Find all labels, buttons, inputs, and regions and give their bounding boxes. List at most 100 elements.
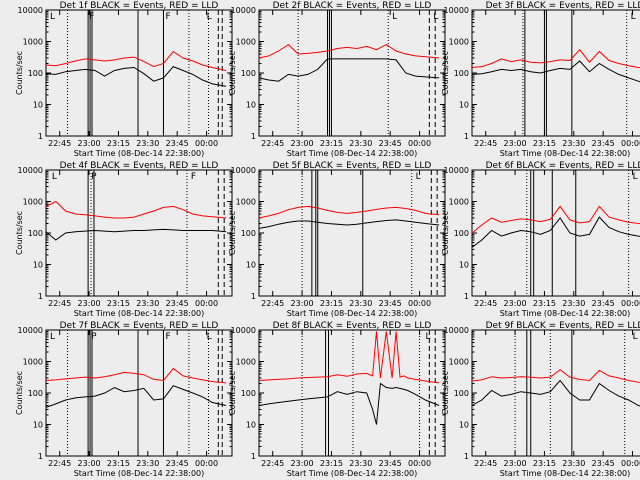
- plot-frame: [471, 169, 640, 297]
- series-lld-line: [471, 205, 640, 234]
- series-lld-line: [471, 48, 640, 69]
- x-tick-label: 23:45: [379, 459, 402, 468]
- x-tick-label: 00:00: [408, 459, 431, 468]
- y-tick-label: 1000: [236, 38, 256, 47]
- panel-det-4: Det 4f BLACK = Events, RED = LLD 1 10 100 10…: [15, 161, 233, 318]
- x-axis-label: Start Time (08-Dec-14 22:38:00): [500, 469, 631, 478]
- x-tick-label: 22:45: [474, 139, 497, 148]
- y-tick-label: 1: [251, 132, 256, 141]
- y-axis-label: Counts/sec: [228, 51, 237, 95]
- series-events-line: [258, 219, 440, 229]
- y-axis-label: Counts/sec: [228, 211, 237, 255]
- y-tick-label: 10000: [444, 6, 469, 15]
- panel-title: Det 4f BLACK = Events, RED = LLD: [60, 161, 219, 171]
- panel-title: Det 3f BLACK = Events, RED = LLD: [486, 1, 640, 11]
- plot-frame: [471, 9, 640, 137]
- x-tick-label: 23:30: [349, 299, 372, 308]
- plot-frame: [45, 329, 233, 457]
- x-tick-label: 23:30: [349, 459, 372, 468]
- panel-title: Det 9f BLACK = Events, RED = LLD: [486, 321, 640, 331]
- y-tick-label: 100: [454, 389, 469, 398]
- y-tick-label: 100: [241, 229, 256, 238]
- plot-frame: [258, 169, 446, 297]
- series-events-line: [45, 66, 227, 87]
- series-events-line: [471, 379, 640, 407]
- y-tick-label: 10000: [18, 166, 43, 175]
- x-axis-label: Start Time (08-Dec-14 22:38:00): [74, 309, 205, 318]
- y-tick-label: 10: [33, 421, 43, 430]
- x-tick-label: 22:45: [261, 139, 284, 148]
- x-tick-label: 23:00: [504, 299, 527, 308]
- y-tick-label: 1: [251, 292, 256, 301]
- y-tick-label: 1000: [449, 358, 469, 367]
- y-tick-label: 100: [28, 389, 43, 398]
- y-tick-label: 1: [464, 452, 469, 461]
- y-tick-label: 1: [464, 292, 469, 301]
- x-tick-label: 23:30: [562, 459, 585, 468]
- y-tick-label: 100: [454, 229, 469, 238]
- y-tick-label: 100: [28, 69, 43, 78]
- panel-det-8: Det 8f BLACK = Events, RED = LLD 1 10 100 10…: [228, 321, 446, 478]
- event-marker: L: [50, 332, 55, 342]
- series-events-line: [471, 216, 640, 248]
- event-marker: F: [191, 172, 196, 182]
- x-tick-label: 23:45: [592, 299, 615, 308]
- y-tick-label: 1: [251, 452, 256, 461]
- x-tick-label: 23:15: [320, 299, 343, 308]
- y-axis-label: Counts/sec: [441, 371, 450, 415]
- series-events-line: [45, 385, 227, 408]
- x-tick-label: 23:15: [533, 299, 556, 308]
- panel-det-7: Det 7f BLACK = Events, RED = LLD 1 10 100 10…: [15, 321, 233, 478]
- panel-det-3: Det 3f BLACK = Events, RED = LLD 1 10 100 10…: [441, 1, 640, 158]
- event-marker: L: [207, 12, 212, 22]
- y-tick-label: 1: [38, 452, 43, 461]
- x-tick-label: 22:45: [261, 299, 284, 308]
- y-axis-label: Counts/sec: [15, 371, 24, 415]
- event-marker: F: [165, 12, 170, 22]
- y-tick-label: 100: [454, 69, 469, 78]
- panel-det-6: Det 6f BLACK = Events, RED = LLD 1 10 100 10…: [441, 161, 640, 318]
- x-axis-label: Start Time (08-Dec-14 22:38:00): [287, 309, 418, 318]
- x-tick-label: 23:15: [320, 459, 343, 468]
- plot-frame: [471, 329, 640, 457]
- y-axis-label: Counts/sec: [15, 51, 24, 95]
- x-tick-label: 23:30: [349, 139, 372, 148]
- panel-det-9: Det 9f BLACK = Events, RED = LLD 1 10 100 10…: [441, 321, 640, 478]
- x-tick-label: 23:45: [592, 459, 615, 468]
- x-tick-label: 23:00: [291, 139, 314, 148]
- panel-title: Det 8f BLACK = Events, RED = LLD: [273, 321, 432, 331]
- y-tick-label: 10: [246, 101, 256, 110]
- y-tick-label: 10: [33, 101, 43, 110]
- panel-title: Det 5f BLACK = Events, RED = LLD: [273, 161, 432, 171]
- series-events-line: [45, 228, 227, 241]
- x-tick-label: 23:00: [504, 139, 527, 148]
- x-tick-label: 23:45: [166, 299, 189, 308]
- x-tick-label: 23:30: [136, 139, 159, 148]
- x-tick-label: 23:00: [291, 459, 314, 468]
- plot-frame: [45, 9, 233, 137]
- y-tick-label: 10: [459, 101, 469, 110]
- x-tick-label: 23:00: [504, 459, 527, 468]
- series-lld-line: [258, 43, 440, 59]
- x-tick-label: 00:00: [408, 139, 431, 148]
- series-lld-line: [45, 200, 227, 219]
- x-tick-label: 00:00: [621, 299, 640, 308]
- x-tick-label: 00:00: [195, 299, 218, 308]
- event-marker: L: [633, 332, 638, 342]
- x-tick-label: 23:15: [533, 459, 556, 468]
- y-tick-label: 10000: [444, 326, 469, 335]
- x-tick-label: 00:00: [621, 139, 640, 148]
- x-tick-label: 23:45: [379, 139, 402, 148]
- plot-frame: [258, 9, 446, 137]
- series-lld-line: [45, 367, 227, 384]
- event-marker: L: [416, 172, 421, 182]
- panel-det-1: Det 1f BLACK = Events, RED = LLD 1 10 100 10…: [15, 1, 233, 158]
- y-axis-label: Counts/sec: [15, 211, 24, 255]
- x-tick-label: 23:15: [107, 139, 130, 148]
- x-tick-label: 23:00: [78, 139, 101, 148]
- x-tick-label: 00:00: [621, 459, 640, 468]
- x-tick-label: 23:15: [107, 459, 130, 468]
- x-tick-label: 23:45: [379, 299, 402, 308]
- panel-det-2: Det 2f BLACK = Events, RED = LLD 1 10 100 10…: [228, 1, 446, 158]
- x-tick-label: 23:00: [78, 459, 101, 468]
